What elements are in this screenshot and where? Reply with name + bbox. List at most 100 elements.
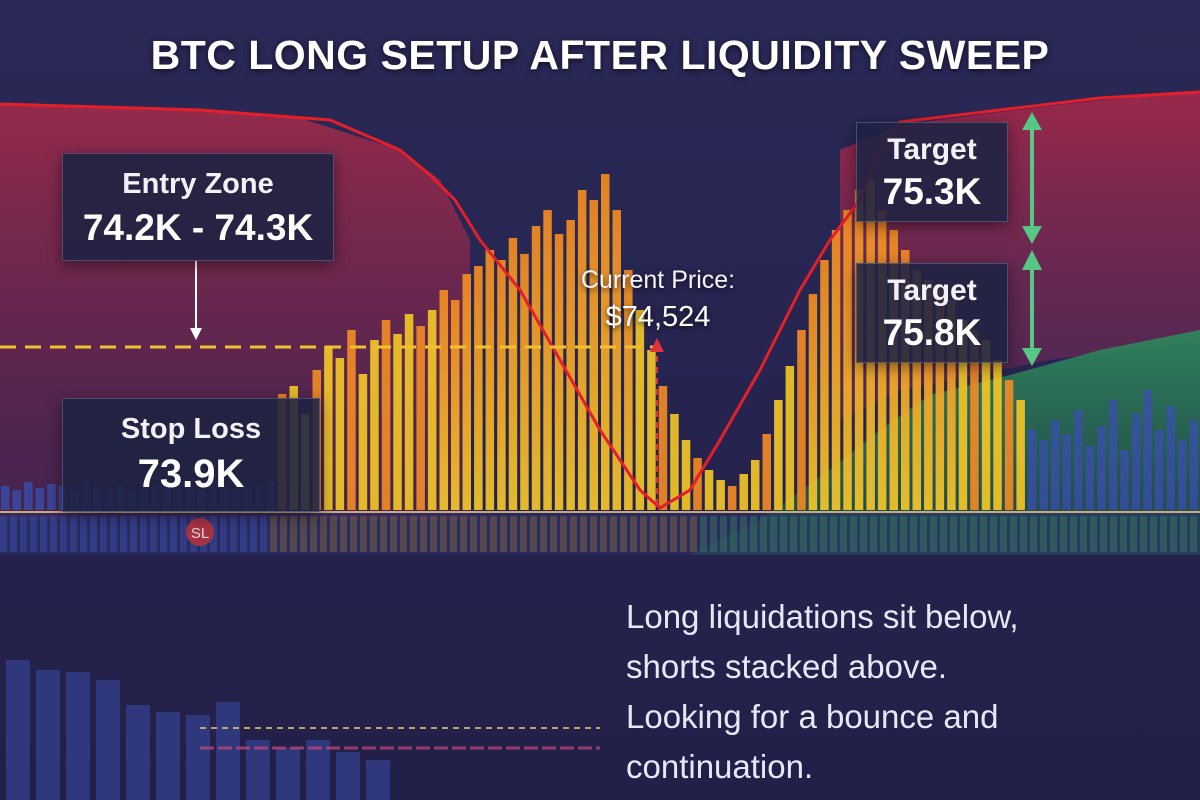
strip-bar bbox=[40, 516, 47, 552]
strip-bar bbox=[720, 516, 727, 552]
strip-bar bbox=[900, 516, 907, 552]
strip-bar bbox=[1000, 516, 1007, 552]
strip-bar bbox=[1070, 516, 1077, 552]
strip-bar bbox=[10, 516, 17, 552]
liquidation-bar bbox=[1016, 400, 1025, 510]
strip-bar bbox=[860, 516, 867, 552]
strip-bar bbox=[850, 516, 857, 552]
liquidation-bar bbox=[1166, 406, 1175, 510]
strip-bar bbox=[100, 516, 107, 552]
liquidation-bar bbox=[1027, 430, 1037, 510]
liquidation-bar bbox=[1097, 426, 1106, 510]
strip-bar bbox=[390, 516, 397, 552]
liquidation-bar bbox=[970, 330, 979, 510]
strip-bar bbox=[580, 516, 587, 552]
strip-bar bbox=[810, 516, 817, 552]
strip-bar bbox=[250, 516, 257, 552]
lower-histogram-bar bbox=[216, 702, 240, 800]
liquidation-bar bbox=[739, 474, 748, 510]
liquidation-bar bbox=[681, 440, 691, 510]
target2-arrow-head-top bbox=[1022, 250, 1042, 270]
strip-bar bbox=[920, 516, 927, 552]
lower-histogram-bar bbox=[36, 670, 60, 800]
strip-bar bbox=[630, 516, 637, 552]
strip-bar bbox=[590, 516, 597, 552]
target-1-box: Target 75.3K bbox=[856, 122, 1008, 222]
commentary: Long liquidations sit below, shorts stac… bbox=[626, 592, 1186, 792]
lower-histogram-bar bbox=[246, 740, 270, 800]
liquidation-bar bbox=[716, 480, 725, 510]
liquidation-bar bbox=[1085, 446, 1095, 510]
strip-bar bbox=[930, 516, 937, 552]
target-2-box: Target 75.8K bbox=[856, 263, 1008, 363]
target1-arrow-head-top bbox=[1022, 112, 1042, 130]
strip-bar bbox=[980, 516, 987, 552]
strip-bar bbox=[660, 516, 667, 552]
liquidation-bar bbox=[47, 484, 56, 510]
liquidation-bar bbox=[624, 270, 633, 510]
lower-histogram-bar bbox=[126, 705, 150, 800]
liquidation-bar bbox=[370, 340, 379, 510]
liquidation-bar bbox=[358, 374, 368, 510]
liquidation-bar bbox=[762, 434, 771, 510]
strip-bar bbox=[1180, 516, 1187, 552]
strip-bar bbox=[760, 516, 767, 552]
liquidation-bar bbox=[347, 330, 356, 510]
target-2-label: Target bbox=[887, 274, 977, 307]
strip-bar bbox=[940, 516, 947, 552]
strip-bar bbox=[740, 516, 747, 552]
strip-bar bbox=[1030, 516, 1037, 552]
target1-arrow-head-bottom bbox=[1022, 226, 1042, 244]
liquidation-bar bbox=[35, 488, 45, 510]
current-price-value: $74,524 bbox=[605, 301, 711, 333]
strip-bar bbox=[910, 516, 917, 552]
liquidation-bar bbox=[843, 210, 852, 510]
strip-bar bbox=[890, 516, 897, 552]
strip-bar bbox=[1160, 516, 1167, 552]
lower-histogram-bar bbox=[186, 715, 210, 800]
liquidation-bar bbox=[1074, 410, 1083, 510]
strip-bar bbox=[1130, 516, 1137, 552]
strip-bar bbox=[170, 516, 177, 552]
liquidation-bar bbox=[912, 270, 921, 510]
liquidation-bar bbox=[566, 220, 575, 510]
strip-bar bbox=[510, 516, 517, 552]
liquidation-bar bbox=[1039, 440, 1048, 510]
strip-bar bbox=[540, 516, 547, 552]
strip-bar bbox=[1170, 516, 1177, 552]
commentary-line: Long liquidations sit below, bbox=[626, 598, 1019, 635]
liquidation-bar bbox=[543, 210, 552, 510]
strip-bar bbox=[50, 516, 57, 552]
liquidation-bar bbox=[1, 486, 10, 510]
liquidation-bar bbox=[335, 358, 345, 510]
strip-bar bbox=[1050, 516, 1057, 552]
sl-marker bbox=[186, 518, 214, 546]
strip-bar bbox=[80, 516, 87, 552]
chart-title: BTC LONG SETUP AFTER LIQUIDITY SWEEP bbox=[150, 32, 1050, 78]
strip-bar bbox=[380, 516, 387, 552]
sl-marker-label: SL bbox=[191, 525, 209, 542]
strip-bar bbox=[290, 516, 297, 552]
lower-histogram-bar bbox=[336, 752, 360, 800]
strip-bar bbox=[320, 516, 327, 552]
liquidation-bar bbox=[947, 300, 956, 510]
stop-loss-box: Stop Loss 73.9K bbox=[62, 398, 320, 512]
lower-histogram bbox=[6, 660, 390, 800]
strip-bar bbox=[70, 516, 77, 552]
strip-bar bbox=[990, 516, 997, 552]
strip-bar bbox=[1080, 516, 1087, 552]
strip-bar bbox=[220, 516, 227, 552]
liquidation-bar bbox=[924, 280, 933, 510]
liquidation-bar bbox=[612, 210, 621, 510]
lower-histogram-bar bbox=[96, 680, 120, 800]
strip-bar bbox=[20, 516, 27, 552]
liquidation-bar bbox=[785, 366, 795, 510]
strip-bar bbox=[1110, 516, 1117, 552]
liquidation-bar bbox=[820, 260, 829, 510]
liquidation-bar bbox=[1154, 430, 1164, 510]
target-1-label: Target bbox=[887, 133, 977, 166]
liquidation-bar bbox=[404, 314, 414, 510]
strip-bar bbox=[1020, 516, 1027, 552]
strip-bar bbox=[1190, 516, 1197, 552]
target-1-value: 75.3K bbox=[882, 171, 982, 212]
